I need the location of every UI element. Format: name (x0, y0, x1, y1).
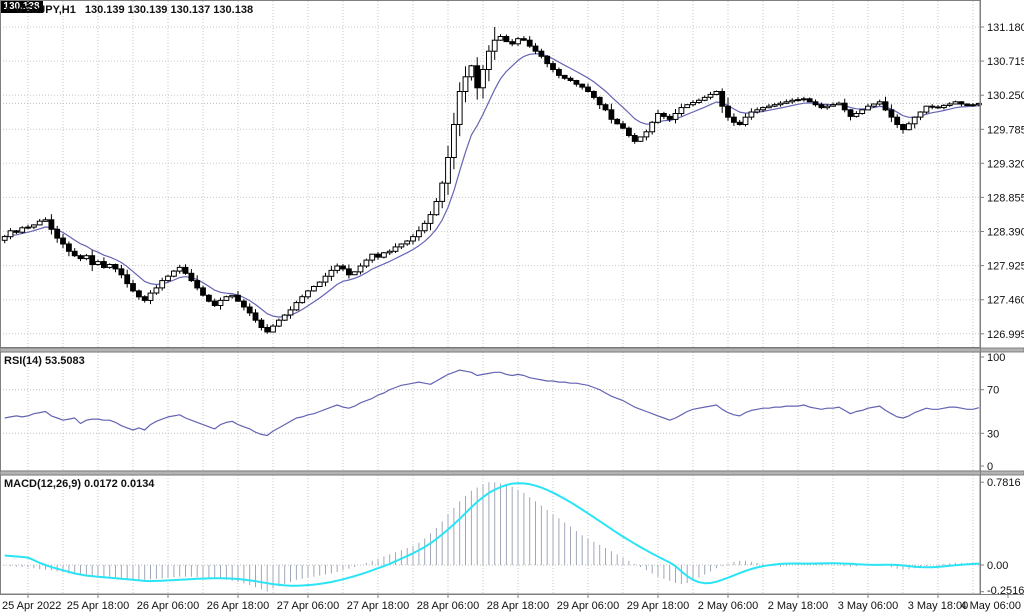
svg-text:128.390: 128.390 (987, 227, 1024, 239)
svg-text:26 Apr 06:00: 26 Apr 06:00 (137, 600, 199, 612)
svg-text:3 May 18:00: 3 May 18:00 (908, 600, 969, 612)
svg-text:0.00: 0.00 (987, 560, 1008, 572)
svg-text:129.320: 129.320 (987, 158, 1024, 170)
symbol-label: USDJPY,H1 (15, 4, 76, 16)
svg-text:127.925: 127.925 (987, 261, 1024, 273)
svg-text:29 Apr 06:00: 29 Apr 06:00 (557, 600, 619, 612)
svg-text:25 Apr 2022: 25 Apr 2022 (2, 600, 61, 612)
svg-text:127.460: 127.460 (987, 295, 1024, 307)
svg-text:126.995: 126.995 (987, 329, 1024, 341)
svg-text:2 May 18:00: 2 May 18:00 (768, 600, 829, 612)
svg-text:25 Apr 18:00: 25 Apr 18:00 (67, 600, 129, 612)
svg-text:27 Apr 18:00: 27 Apr 18:00 (347, 600, 409, 612)
chart-title: ▼ USDJPY,H1 130.139 130.139 130.137 130.13… (4, 4, 253, 16)
svg-text:129.785: 129.785 (987, 124, 1024, 136)
time-axis[interactable]: 25 Apr 2022 25 Apr 18:00 26 Apr 06:00 26 Ap… (2, 594, 1021, 612)
rsi-line (4, 369, 980, 437)
svg-text:100: 100 (987, 352, 1005, 364)
macd-indicator-label: MACD(12,26,9) 0.0172 0.0134 (4, 478, 155, 490)
svg-text:30: 30 (987, 428, 999, 440)
svg-text:128.855: 128.855 (987, 192, 1024, 204)
current-price-tag: 130.138 (0, 0, 43, 13)
macd-signal-line (4, 482, 979, 587)
svg-text:131.180: 131.180 (987, 22, 1024, 34)
panel-separator[interactable] (0, 347, 1024, 353)
svg-text:3 May 06:00: 3 May 06:00 (838, 600, 899, 612)
svg-text:130.715: 130.715 (987, 56, 1024, 68)
symbol-dropdown-icon[interactable]: ▼ (4, 5, 12, 14)
svg-text:0: 0 (987, 461, 993, 473)
svg-text:26 Apr 18:00: 26 Apr 18:00 (207, 600, 269, 612)
svg-text:28 Apr 06:00: 28 Apr 06:00 (417, 600, 479, 612)
svg-text:-0.2516: -0.2516 (987, 585, 1024, 597)
grid-vertical (27, 1, 974, 594)
svg-text:27 Apr 06:00: 27 Apr 06:00 (277, 600, 339, 612)
svg-text:28 Apr 18:00: 28 Apr 18:00 (487, 600, 549, 612)
grid-horizontal (0, 26, 980, 335)
svg-text:0.7816: 0.7816 (987, 477, 1021, 489)
quote-values: 130.139 130.139 130.137 130.138 (84, 4, 254, 16)
price-axis[interactable]: 131.180 130.715 130.250 129.785 129.320 128.8… (980, 22, 1024, 597)
svg-text:29 Apr 18:00: 29 Apr 18:00 (627, 600, 689, 612)
svg-text:2 May 06:00: 2 May 06:00 (698, 600, 759, 612)
macd-histogram (4, 482, 980, 592)
panel-separator[interactable] (0, 470, 1024, 476)
rsi-indicator-label: RSI(14) 53.5083 (4, 355, 85, 367)
panel-frame (0, 0, 1024, 595)
svg-text:130.250: 130.250 (987, 90, 1024, 102)
svg-text:70: 70 (987, 385, 999, 397)
candles (1, 27, 982, 334)
svg-text:4 May 06:00: 4 May 06:00 (960, 600, 1021, 612)
